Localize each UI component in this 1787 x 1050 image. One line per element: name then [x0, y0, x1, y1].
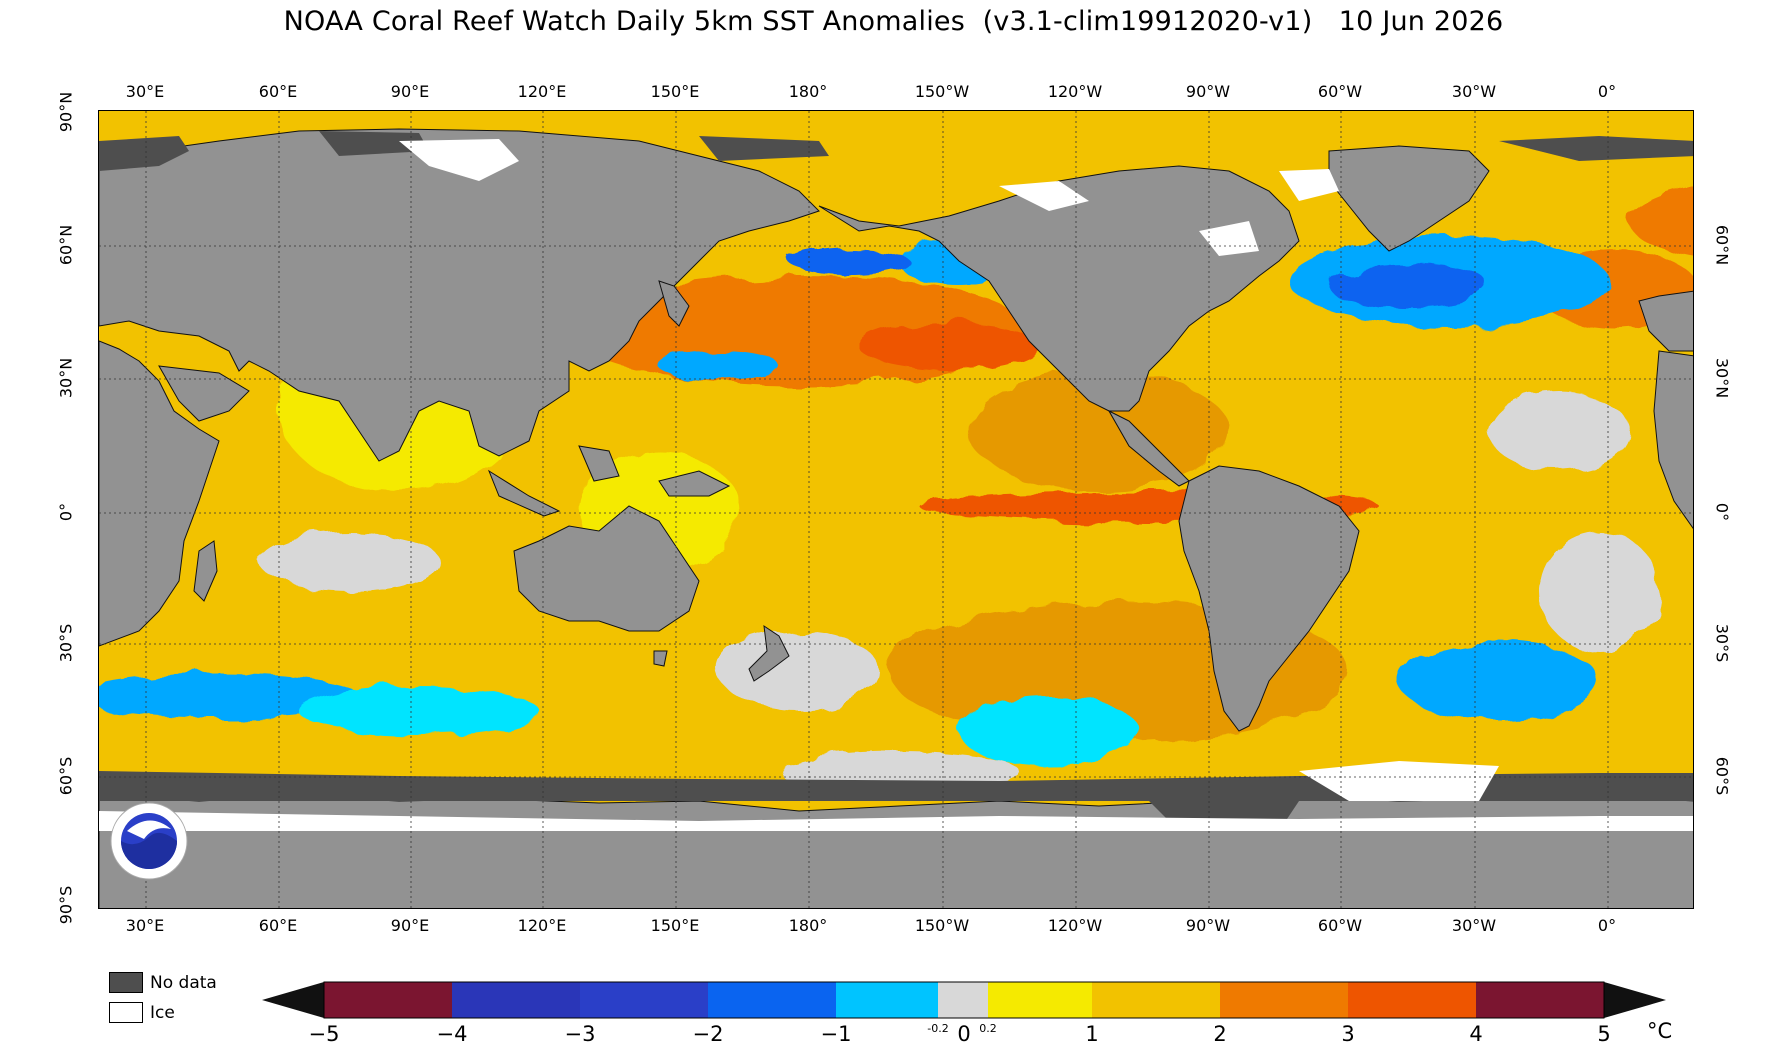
map-canvas	[99, 111, 1693, 908]
lat-tick-label-left: 30°S	[56, 623, 76, 663]
colorbar-segment	[1476, 982, 1604, 1018]
colorbar-outline	[323, 981, 1605, 1019]
lat-tick-label-right: 60°S	[1712, 756, 1732, 796]
axis-tick-label: 150°W	[914, 916, 970, 935]
colorbar	[262, 981, 1666, 1019]
colorbar-min-arrow	[262, 982, 324, 1018]
axis-tick-label: 120°E	[517, 916, 567, 935]
axis-tick-label: 60°W	[1317, 82, 1363, 101]
axis-tick-label: 90°W	[1185, 916, 1231, 935]
lat-tick-label-right: 30°S	[1712, 623, 1732, 663]
axis-tick-label: 30°E	[125, 916, 165, 935]
colorbar-small-label: 0.2	[979, 1022, 997, 1035]
noaa-logo	[110, 802, 188, 880]
colorbar-segment	[452, 982, 580, 1018]
axis-tick-label: 180°	[788, 916, 828, 935]
colorbar-tick-label: −5	[308, 1022, 340, 1046]
axis-tick-label: 30°W	[1451, 82, 1497, 101]
lat-tick-label-left: 60°S	[56, 756, 76, 796]
map-title: NOAA Coral Reef Watch Daily 5km SST Anom…	[283, 6, 1504, 37]
lat-tick-label-left: 30°N	[56, 357, 76, 399]
colorbar-segment	[836, 982, 938, 1018]
axis-tick-label: 60°E	[258, 916, 298, 935]
axis-tick-label: 120°E	[517, 82, 567, 101]
colorbar-segment	[580, 982, 708, 1018]
colorbar-segment	[1092, 982, 1220, 1018]
axis-tick-label: 0°	[1597, 82, 1617, 101]
colorbar-segment	[1348, 982, 1476, 1018]
axis-tick-label: 60°E	[258, 82, 298, 101]
colorbar-tick-label: 5	[1597, 1022, 1611, 1046]
axis-tick-label: 180°	[788, 82, 828, 101]
colorbar-segment	[324, 982, 452, 1018]
axis-tick-label: 120°W	[1047, 82, 1103, 101]
colorbar-unit: °C	[1647, 1019, 1673, 1043]
axis-tick-label: 120°W	[1047, 916, 1103, 935]
sst-anomaly-map[interactable]	[98, 110, 1694, 909]
axis-tick-label: 150°E	[650, 82, 700, 101]
axis-tick-label: 30°E	[125, 82, 165, 101]
colorbar-tick-label: 1	[1085, 1022, 1099, 1046]
ice-areas	[99, 139, 1693, 831]
colorbar-tick-label: −4	[436, 1022, 468, 1046]
ice-swatch	[109, 1002, 143, 1023]
lat-tick-label-left: 90°S	[56, 885, 76, 925]
colorbar-max-arrow	[1604, 982, 1666, 1018]
colorbar-segment	[1220, 982, 1348, 1018]
axis-tick-label: 150°E	[650, 916, 700, 935]
axis-tick-label: 0°	[1597, 916, 1617, 935]
colorbar-tick-label: 2	[1213, 1022, 1227, 1046]
colorbar-segment	[708, 982, 836, 1018]
colorbar-segment	[988, 982, 1092, 1018]
axis-tick-label: 30°W	[1451, 916, 1497, 935]
axis-tick-label: 90°E	[390, 916, 430, 935]
axis-tick-label: 60°W	[1317, 916, 1363, 935]
colorbar-small-label: -0.2	[927, 1022, 949, 1035]
axis-tick-label: 90°E	[390, 82, 430, 101]
lat-tick-label-left: 90°N	[56, 91, 76, 133]
lat-tick-label-left: 0°	[56, 502, 76, 522]
no-data-swatch	[109, 972, 143, 993]
colorbar-tick-label: −3	[564, 1022, 596, 1046]
colorbar-tick-label: 4	[1469, 1022, 1483, 1046]
lat-tick-label-right: 30°N	[1712, 357, 1732, 399]
colorbar-tick-label: 3	[1341, 1022, 1355, 1046]
colorbar-tick-label: 0	[957, 1022, 971, 1046]
no-data-label: No data	[150, 973, 217, 993]
lat-tick-label-left: 60°N	[56, 224, 76, 266]
lat-tick-label-right: 0°	[1712, 502, 1732, 522]
axis-tick-label: 150°W	[914, 82, 970, 101]
ice-label: Ice	[150, 1003, 175, 1023]
graticule	[99, 111, 1693, 908]
lat-tick-label-right: 60°N	[1712, 224, 1732, 266]
colorbar-segment	[938, 982, 988, 1018]
colorbar-tick-label: −2	[692, 1022, 724, 1046]
colorbar-tick-label: −1	[820, 1022, 852, 1046]
axis-tick-label: 90°W	[1185, 82, 1231, 101]
